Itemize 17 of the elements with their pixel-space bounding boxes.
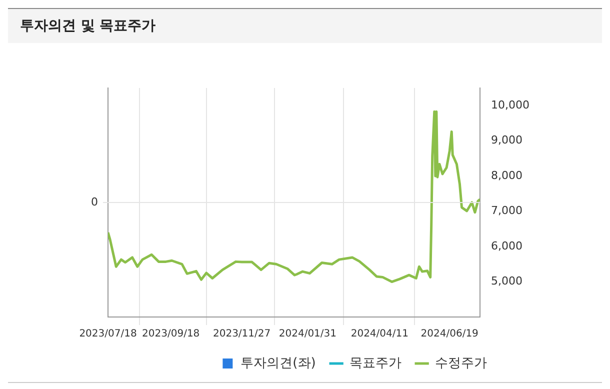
y2-tick-label: 7,000 [491,204,522,218]
legend-label: 투자의견(좌) [240,356,316,371]
x-tick-label: 2024/04/11 [350,328,408,340]
y2-tick-label: 6,000 [491,239,522,252]
x-tick-label: 2023/09/18 [142,328,200,340]
y2-tick-label: 9,000 [491,134,522,147]
text: 0 [91,195,98,208]
chart-title: 투자의견 및 목표주가 [20,17,156,35]
y2-tick-label: 8,000 [491,168,522,182]
x-tick-label: 2024/01/31 [278,328,337,340]
x-tick-label: 2024/06/19 [420,328,478,340]
legend-label: 수정주가 [434,356,487,371]
x-tick-label: 2023/11/27 [212,328,271,340]
x-tick-label: 2023/07/18 [79,328,137,340]
y2-tick-label: 5,000 [491,274,522,288]
y2-tick-label: 10,000 [491,98,530,112]
legend-label: 목표주가 [349,356,402,371]
